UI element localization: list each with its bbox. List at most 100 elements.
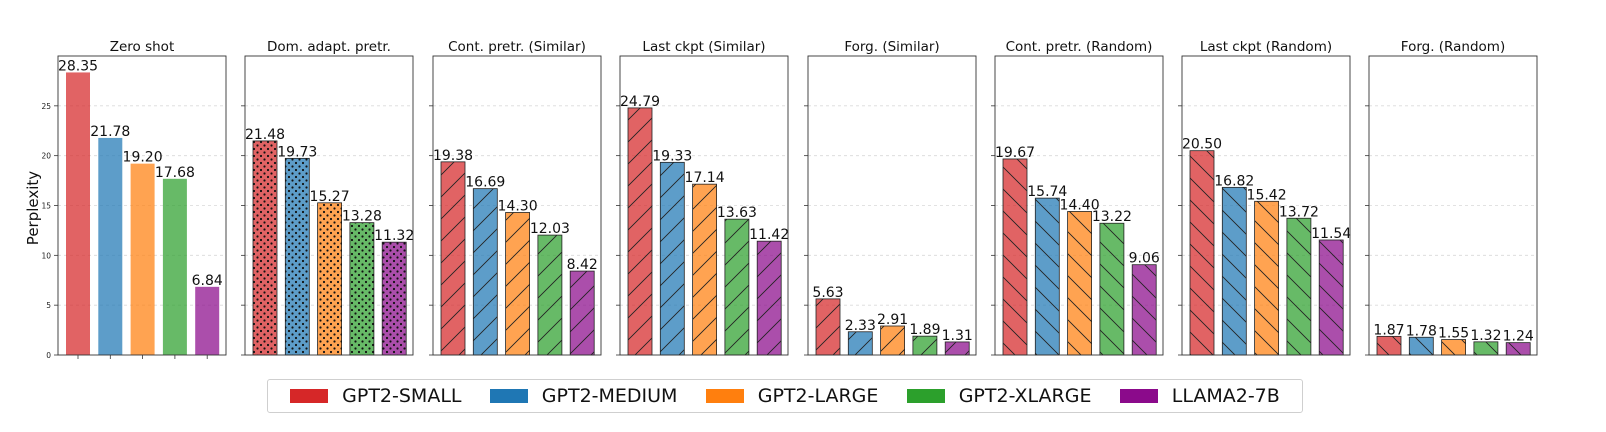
data-label-forg-random-gpt2-small: 1.87 bbox=[1373, 322, 1404, 338]
panel-frame bbox=[994, 55, 1164, 356]
data-label-last-ckpt-random-gpt2-medium: 16.82 bbox=[1214, 173, 1254, 189]
data-label-last-ckpt-similar-gpt2-large: 17.14 bbox=[685, 170, 725, 186]
legend-item-gpt2-small: GPT2-SMALL bbox=[290, 385, 462, 407]
bar-hatch-last-ckpt-random-gpt2-xlarge bbox=[1286, 218, 1311, 355]
legend: GPT2-SMALL GPT2-MEDIUM GPT2-LARGE GPT2-X… bbox=[267, 379, 1303, 413]
panel-forg-similar: 5.63 2.33 2.911.89 1.31 Forg. (Similar) bbox=[804, 39, 977, 356]
bar-hatch-dom-adapt-pretr-gpt2-medium bbox=[285, 158, 310, 355]
panel-frame bbox=[244, 55, 414, 356]
y-tick-label: 20 bbox=[41, 152, 51, 161]
data-label-dom-adapt-pretr-gpt2-small: 21.48 bbox=[245, 127, 285, 143]
data-label-last-ckpt-random-gpt2-xlarge: 13.72 bbox=[1279, 204, 1319, 220]
data-label-forg-random-gpt2-xlarge: 1.32 bbox=[1470, 328, 1501, 344]
data-label-last-ckpt-random-gpt2-small: 20.50 bbox=[1182, 137, 1222, 153]
panel-title-dom-adapt-pretr: Dom. adapt. pretr. bbox=[267, 39, 391, 55]
bar-zero-shot-gpt2-medium bbox=[98, 137, 123, 355]
data-label-zero-shot-gpt2-small: 28.35 bbox=[58, 58, 98, 74]
legend-item-gpt2-medium: GPT2-MEDIUM bbox=[489, 385, 678, 407]
bar-hatch-cont-pretr-similar-gpt2-medium bbox=[473, 188, 498, 355]
bar-hatch-last-ckpt-similar-gpt2-large bbox=[692, 184, 717, 355]
panel-title-last-ckpt-similar: Last ckpt (Similar) bbox=[642, 39, 765, 55]
data-label-forg-random-gpt2-large: 1.55 bbox=[1438, 326, 1469, 342]
data-label-cont-pretr-similar-gpt2-medium: 16.69 bbox=[465, 175, 505, 191]
panel-title-forg-random: Forg. (Random) bbox=[1401, 39, 1505, 55]
bar-hatch-last-ckpt-similar-gpt2-medium bbox=[660, 162, 685, 355]
y-tick-label: 25 bbox=[41, 102, 51, 111]
data-label-zero-shot-llama2-7b: 6.84 bbox=[192, 273, 223, 289]
bar-hatch-dom-adapt-pretr-gpt2-small bbox=[253, 140, 277, 355]
bar-hatch-last-ckpt-random-gpt2-large bbox=[1254, 201, 1279, 355]
data-label-last-ckpt-similar-gpt2-small: 24.79 bbox=[620, 94, 660, 110]
bar-hatch-cont-pretr-random-gpt2-small bbox=[1003, 158, 1027, 355]
panel-frame bbox=[432, 55, 602, 356]
panel-title-cont-pretr-random: Cont. pretr. (Random) bbox=[1006, 39, 1153, 55]
bar-hatch-last-ckpt-random-gpt2-medium bbox=[1222, 187, 1247, 355]
bar-hatch-cont-pretr-random-llama2-7b bbox=[1132, 264, 1157, 355]
bar-hatch-cont-pretr-similar-gpt2-small bbox=[441, 161, 465, 355]
bar-hatch-last-ckpt-random-llama2-7b bbox=[1319, 239, 1344, 355]
data-label-forg-similar-gpt2-small: 5.63 bbox=[812, 285, 843, 301]
legend-label-gpt2-large: GPT2-LARGE bbox=[757, 385, 879, 407]
data-label-cont-pretr-random-gpt2-medium: 15.74 bbox=[1027, 184, 1067, 200]
legend-swatch-gpt2-xlarge bbox=[906, 389, 945, 403]
bar-hatch-forg-random-gpt2-small bbox=[1377, 336, 1401, 355]
data-label-forg-similar-llama2-7b: 1.31 bbox=[942, 328, 973, 344]
data-label-cont-pretr-random-gpt2-large: 14.40 bbox=[1060, 197, 1100, 213]
panel-title-cont-pretr-similar: Cont. pretr. (Similar) bbox=[448, 39, 586, 55]
data-label-last-ckpt-similar-llama2-7b: 11.42 bbox=[749, 227, 789, 243]
y-axis-label: Perplexity bbox=[24, 171, 42, 245]
legend-label-llama2-7b: LLAMA2-7B bbox=[1171, 385, 1280, 407]
data-label-forg-similar-gpt2-large: 2.91 bbox=[877, 312, 908, 328]
data-label-cont-pretr-similar-gpt2-xlarge: 12.03 bbox=[530, 221, 570, 237]
panel-last-ckpt-similar: 24.79 19.33 17.14 13.63 11.42 Last ckpt (Simi… bbox=[616, 39, 789, 356]
data-label-dom-adapt-pretr-gpt2-large: 15.27 bbox=[310, 189, 350, 205]
data-label-forg-random-gpt2-medium: 1.78 bbox=[1406, 323, 1437, 339]
data-label-last-ckpt-similar-gpt2-xlarge: 13.63 bbox=[717, 205, 757, 221]
bar-hatch-last-ckpt-similar-gpt2-small bbox=[628, 107, 652, 355]
data-label-zero-shot-gpt2-large: 19.20 bbox=[123, 150, 163, 166]
panel-frame bbox=[807, 55, 977, 356]
chart-figure: Perplexity 0 5 10 15 20 25 28.35 21.78 19.2017.6… bbox=[24, 39, 1538, 360]
panel-frame bbox=[619, 55, 789, 356]
y-tick-label: 0 bbox=[46, 351, 51, 360]
bar-hatch-last-ckpt-random-gpt2-small bbox=[1190, 150, 1214, 355]
legend-swatch-gpt2-small bbox=[290, 389, 329, 403]
bar-zero-shot-gpt2-small bbox=[66, 72, 90, 355]
bar-hatch-forg-random-gpt2-xlarge bbox=[1473, 341, 1498, 355]
data-label-zero-shot-gpt2-xlarge: 17.68 bbox=[155, 165, 195, 181]
legend-item-gpt2-xlarge: GPT2-XLARGE bbox=[906, 385, 1092, 407]
panel-frame bbox=[1368, 55, 1538, 356]
bar-hatch-cont-pretr-similar-llama2-7b bbox=[570, 271, 595, 355]
data-label-forg-similar-gpt2-medium: 2.33 bbox=[845, 318, 876, 334]
data-label-last-ckpt-similar-gpt2-medium: 19.33 bbox=[652, 148, 692, 164]
legend-item-gpt2-large: GPT2-LARGE bbox=[705, 385, 879, 407]
data-label-last-ckpt-random-gpt2-large: 15.42 bbox=[1247, 187, 1287, 203]
bar-hatch-last-ckpt-similar-gpt2-xlarge bbox=[724, 219, 749, 355]
panel-cont-pretr-similar: 19.38 16.69 14.30 12.03 8.42 Cont. pretr. (Si… bbox=[429, 39, 602, 356]
data-label-zero-shot-gpt2-medium: 21.78 bbox=[90, 124, 130, 140]
data-label-cont-pretr-random-gpt2-small: 19.67 bbox=[995, 145, 1035, 161]
legend-label-gpt2-medium: GPT2-MEDIUM bbox=[541, 385, 678, 407]
bar-hatch-forg-random-llama2-7b bbox=[1506, 342, 1531, 355]
bar-hatch-forg-random-gpt2-large bbox=[1441, 339, 1466, 355]
data-label-forg-random-llama2-7b: 1.24 bbox=[1503, 329, 1534, 345]
bar-zero-shot-llama2-7b bbox=[195, 286, 220, 355]
legend-label-gpt2-xlarge: GPT2-XLARGE bbox=[958, 385, 1092, 407]
bar-hatch-dom-adapt-pretr-gpt2-xlarge bbox=[349, 222, 374, 355]
bar-hatch-forg-similar-llama2-7b bbox=[945, 341, 970, 355]
legend-label-gpt2-small: GPT2-SMALL bbox=[342, 385, 462, 407]
panel-forg-random: 1.87 1.78 1.55 1.32 1.24 Forg. (Random) bbox=[1365, 39, 1538, 356]
legend-swatch-gpt2-medium bbox=[489, 389, 528, 403]
bar-hatch-last-ckpt-similar-llama2-7b bbox=[757, 241, 782, 355]
bar-hatch-forg-similar-gpt2-medium bbox=[848, 331, 873, 355]
bar-hatch-cont-pretr-random-gpt2-large bbox=[1067, 211, 1092, 355]
data-label-dom-adapt-pretr-gpt2-xlarge: 13.28 bbox=[342, 209, 382, 225]
panel-frame bbox=[1181, 55, 1351, 356]
bar-hatch-forg-similar-gpt2-large bbox=[880, 325, 905, 355]
data-label-forg-similar-gpt2-xlarge: 1.89 bbox=[909, 322, 940, 338]
bar-hatch-cont-pretr-random-gpt2-medium bbox=[1035, 198, 1060, 355]
legend-swatch-llama2-7b bbox=[1119, 389, 1158, 403]
